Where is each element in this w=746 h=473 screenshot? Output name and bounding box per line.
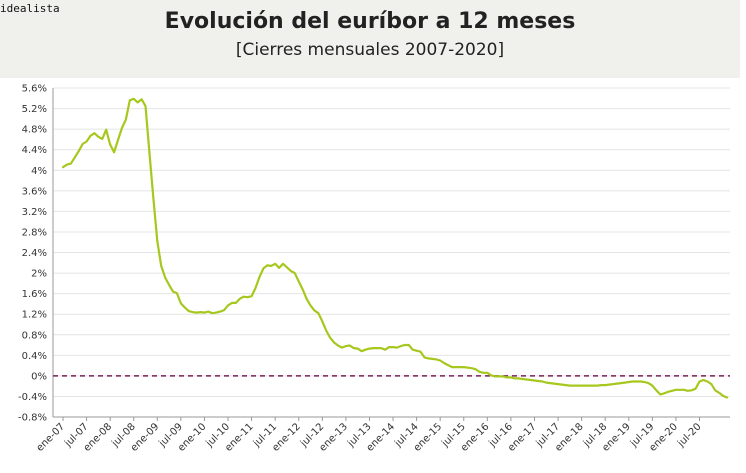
y-tick-label: 0% — [31, 371, 47, 382]
y-tick-label: 1.6% — [22, 289, 47, 300]
y-tick-label: -0.4% — [18, 392, 47, 403]
x-tick-label: jul-20 — [675, 421, 703, 449]
y-tick-label: 1.2% — [22, 310, 47, 321]
y-tick-label: 0.4% — [22, 351, 47, 362]
y-tick-label: 2% — [31, 269, 47, 280]
euribor-line-chart: -0.8% -0.4% 0% 0.4% 0.8% 1.2% 1.6% 2% 2.4% 2.8% 3.… — [0, 78, 746, 469]
y-tick-label: -0.8% — [18, 413, 47, 424]
y-tick-label: 2.4% — [22, 248, 47, 259]
y-tick-label: 2.8% — [22, 227, 47, 238]
chart-area: -0.8% -0.4% 0% 0.4% 0.8% 1.2% 1.6% 2% 2.4% 2.8% 3.… — [0, 78, 746, 469]
grid-lines — [53, 88, 730, 417]
y-tick-label: 5.6% — [22, 84, 47, 95]
euribor-line — [63, 99, 727, 398]
y-axis: -0.8% -0.4% 0% 0.4% 0.8% 1.2% 1.6% 2% 2.4% 2.8% 3.… — [18, 84, 53, 424]
y-tick-label: 4.4% — [22, 145, 47, 156]
y-tick-label: 3.2% — [22, 207, 47, 218]
chart-title: Evolución del euríbor a 12 meses — [0, 9, 740, 34]
y-tick-label: 3.6% — [22, 186, 47, 197]
y-tick-label: 0.8% — [22, 330, 47, 341]
y-tick-label: 4.8% — [22, 125, 47, 136]
chart-subtitle: [Cierres mensuales 2007-2020] — [0, 40, 740, 60]
x-axis: ene-07jul-07ene-08jul-08ene-09jul-09ene-… — [35, 417, 730, 454]
y-tick-label: 4% — [31, 166, 47, 177]
euribor-series — [63, 99, 727, 398]
y-tick-label: 5.2% — [22, 104, 47, 115]
x-tick-label: ene-07 — [35, 421, 68, 454]
